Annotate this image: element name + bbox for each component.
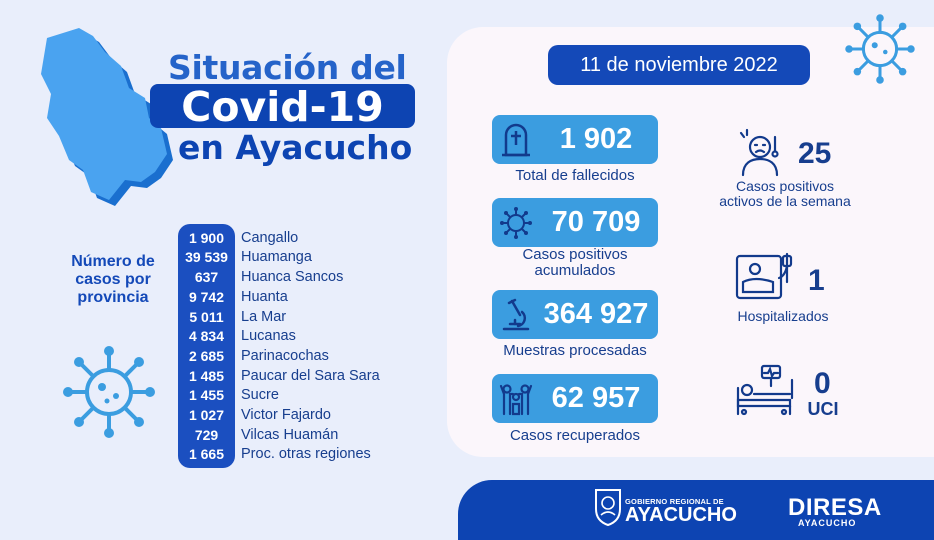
province-value: 39 539 xyxy=(185,249,228,266)
province-value: 729 xyxy=(194,426,219,443)
province-row: 4 834 Lucanas xyxy=(178,327,478,347)
footer-bar xyxy=(458,480,934,540)
virus-decoration-icon xyxy=(63,346,155,438)
province-value: 1 455 xyxy=(188,387,225,404)
province-name: Sucre xyxy=(241,387,279,404)
province-row: 2 685 Parinacochas xyxy=(178,346,478,366)
province-row: 637 Huanca Sancos xyxy=(178,267,478,287)
recovered-label: Casos recuperados xyxy=(509,427,641,444)
deaths-stat-box: 1 902 xyxy=(492,115,658,164)
province-name: Proc. otras regiones xyxy=(241,446,371,463)
report-date: 11 de noviembre 2022 xyxy=(548,45,810,85)
province-name: Victor Fajardo xyxy=(241,407,331,424)
hospitalized-label: Hospitalizados xyxy=(737,308,829,324)
gob-line2: AYACUCHO xyxy=(625,504,737,526)
active-week-value: 25 xyxy=(798,137,832,170)
active-week-label: Casos positivos activos de la semana xyxy=(719,178,851,209)
cumulative-stat-box: 70 709 xyxy=(492,198,658,247)
province-value-bar xyxy=(178,224,235,468)
microscope-icon xyxy=(492,298,540,332)
province-row: 5 011 La Mar xyxy=(178,307,478,327)
title-line2: Covid-19 xyxy=(181,83,384,131)
samples-label: Muestras procesadas xyxy=(503,342,647,359)
province-value: 5 011 xyxy=(189,308,224,325)
province-name: Huanta xyxy=(241,288,288,305)
province-row: 39 539 Huamanga xyxy=(178,248,478,268)
province-name: Cangallo xyxy=(241,229,299,246)
province-value: 9 742 xyxy=(188,288,225,305)
sick-person-icon xyxy=(739,128,779,177)
province-row: 729 Vilcas Huamán xyxy=(178,425,478,445)
province-name: Paucar del Sara Sara xyxy=(241,367,380,384)
virus-icon xyxy=(492,206,540,240)
province-value: 4 834 xyxy=(188,328,225,345)
family-icon xyxy=(492,382,540,416)
tombstone-icon xyxy=(492,123,540,157)
virus-corner-icon xyxy=(845,14,915,84)
gob-line1: GOBIERNO REGIONAL DE xyxy=(625,497,724,506)
province-value: 1 485 xyxy=(188,367,225,384)
province-value: 637 xyxy=(194,269,219,286)
province-row: 1 027 Victor Fajardo xyxy=(178,405,478,425)
icu-label: UCI xyxy=(807,399,839,419)
icu-bed-icon xyxy=(736,364,794,416)
samples-value: 364 927 xyxy=(543,298,649,330)
province-row: 1 455 Sucre xyxy=(178,386,478,406)
province-value: 1 027 xyxy=(188,407,225,424)
regional-government-logo-icon xyxy=(595,489,621,527)
province-row: 9 742 Huanta xyxy=(178,287,478,307)
cumulative-label: Casos positivos acumulados xyxy=(522,246,628,279)
province-value: 1 665 xyxy=(188,446,225,463)
icu-value: 0 xyxy=(814,367,831,400)
deaths-value: 1 902 xyxy=(559,123,633,155)
cumulative-value: 70 709 xyxy=(551,206,641,238)
hospitalized-value: 1 xyxy=(808,264,825,297)
province-label: Número de casos por provincia xyxy=(71,253,155,306)
title-line3: en Ayacucho xyxy=(178,128,413,167)
province-name: Huanca Sancos xyxy=(241,269,344,286)
recovered-stat-box: 62 957 xyxy=(492,374,658,423)
province-name: Vilcas Huamán xyxy=(241,426,339,443)
province-name: Huamanga xyxy=(241,249,312,266)
hospital-bed-icon xyxy=(735,252,793,300)
samples-stat-box: 364 927 xyxy=(492,290,658,339)
province-name: Parinacochas xyxy=(241,347,329,364)
province-name: Lucanas xyxy=(241,328,296,345)
deaths-label: Total de fallecidos xyxy=(515,167,635,184)
diresa-title: DIRESA xyxy=(788,494,882,521)
title-line1: Situación del xyxy=(168,48,407,87)
province-name: La Mar xyxy=(241,308,287,325)
title-highlight xyxy=(150,84,415,128)
province-row: 1 485 Paucar del Sara Sara xyxy=(178,366,478,386)
province-value: 2 685 xyxy=(188,347,225,364)
recovered-value: 62 957 xyxy=(551,382,641,414)
ayacucho-map-icon xyxy=(41,28,173,206)
province-row: 1 665 Proc. otras regiones xyxy=(178,445,478,465)
province-row: 1 900 Cangallo xyxy=(178,228,478,248)
diresa-subtitle: AYACUCHO xyxy=(798,518,857,528)
province-value: 1 900 xyxy=(188,229,225,246)
